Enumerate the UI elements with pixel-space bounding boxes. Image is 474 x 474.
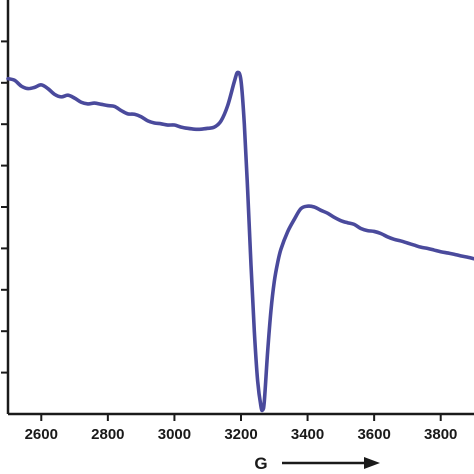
x-axis-ticks: 2600 2800 3000 3200 3400 3600 3800: [25, 414, 457, 443]
x-axis-title-group: G: [254, 454, 380, 473]
x-tick-label: 3000: [158, 426, 191, 443]
x-tick-label: 3600: [357, 426, 390, 443]
series-line-0: [6, 70, 474, 413]
x-axis-title: G: [254, 454, 267, 473]
y-axis-ticks: [1, 40, 9, 374]
x-tick-label: 3200: [224, 426, 257, 443]
x-tick-label: 2800: [91, 426, 124, 443]
x-tick-label: 2600: [25, 426, 58, 443]
series-layer: [6, 70, 474, 413]
x-axis-arrow-head: [364, 457, 380, 469]
x-tick-label: 3400: [291, 426, 324, 443]
plot-frame: [6, 0, 474, 416]
x-tick-label: 3800: [424, 426, 457, 443]
